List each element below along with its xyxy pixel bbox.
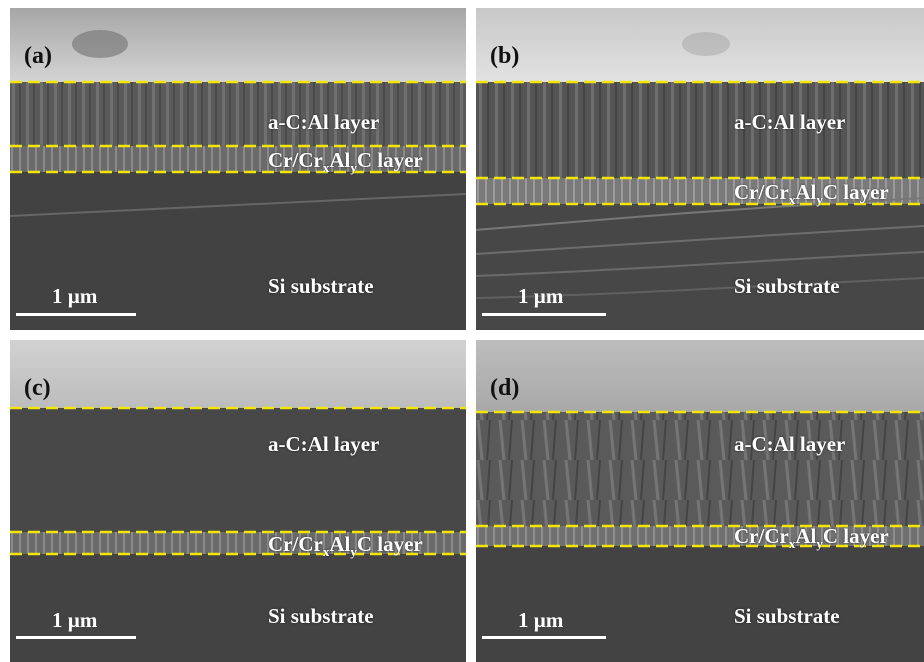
substrate-label: Si substrate (734, 274, 840, 298)
sem-image-b (476, 8, 924, 330)
scale-label: 1 µm (52, 608, 98, 632)
sem-image-d (476, 340, 924, 662)
layer-label-mid: Cr/CrxAlyC layer (734, 524, 889, 551)
scale-bar (16, 636, 136, 639)
scale-label: 1 µm (518, 608, 564, 632)
panel-a: (a) a-C:Al layer Cr/CrxAlyC layer Si sub… (10, 8, 466, 330)
scale-label: 1 µm (52, 284, 98, 308)
scale-label: 1 µm (518, 284, 564, 308)
scale-bar (482, 313, 606, 316)
layer-label-top: a-C:Al layer (268, 110, 380, 134)
layer-label-mid: Cr/CrxAlyC layer (268, 532, 423, 559)
panel-label: (c) (24, 375, 51, 401)
panel-c: (c) a-C:Al layer Cr/CrxAlyC layer Si sub… (10, 340, 466, 662)
layer-label-top: a-C:Al layer (268, 432, 380, 456)
layer-label-mid: Cr/CrxAlyC layer (268, 148, 423, 175)
scale-bar (482, 636, 606, 639)
sem-image-c (10, 340, 466, 662)
substrate-label: Si substrate (268, 274, 374, 298)
panel-b: (b) a-C:Al layer Cr/CrxAlyC layer Si sub… (476, 8, 924, 330)
sem-image-a (10, 8, 466, 330)
layer-label-top: a-C:Al layer (734, 110, 846, 134)
panel-label: (a) (24, 43, 52, 69)
substrate-label: Si substrate (268, 604, 374, 628)
substrate-label: Si substrate (734, 604, 840, 628)
panel-label: (b) (490, 43, 520, 69)
scale-bar (16, 313, 136, 316)
panel-label: (d) (490, 375, 520, 401)
panel-d: (d) a-C:Al layer Cr/CrxAlyC layer Si sub… (476, 340, 924, 662)
layer-label-mid: Cr/CrxAlyC layer (734, 180, 889, 207)
layer-label-top: a-C:Al layer (734, 432, 846, 456)
